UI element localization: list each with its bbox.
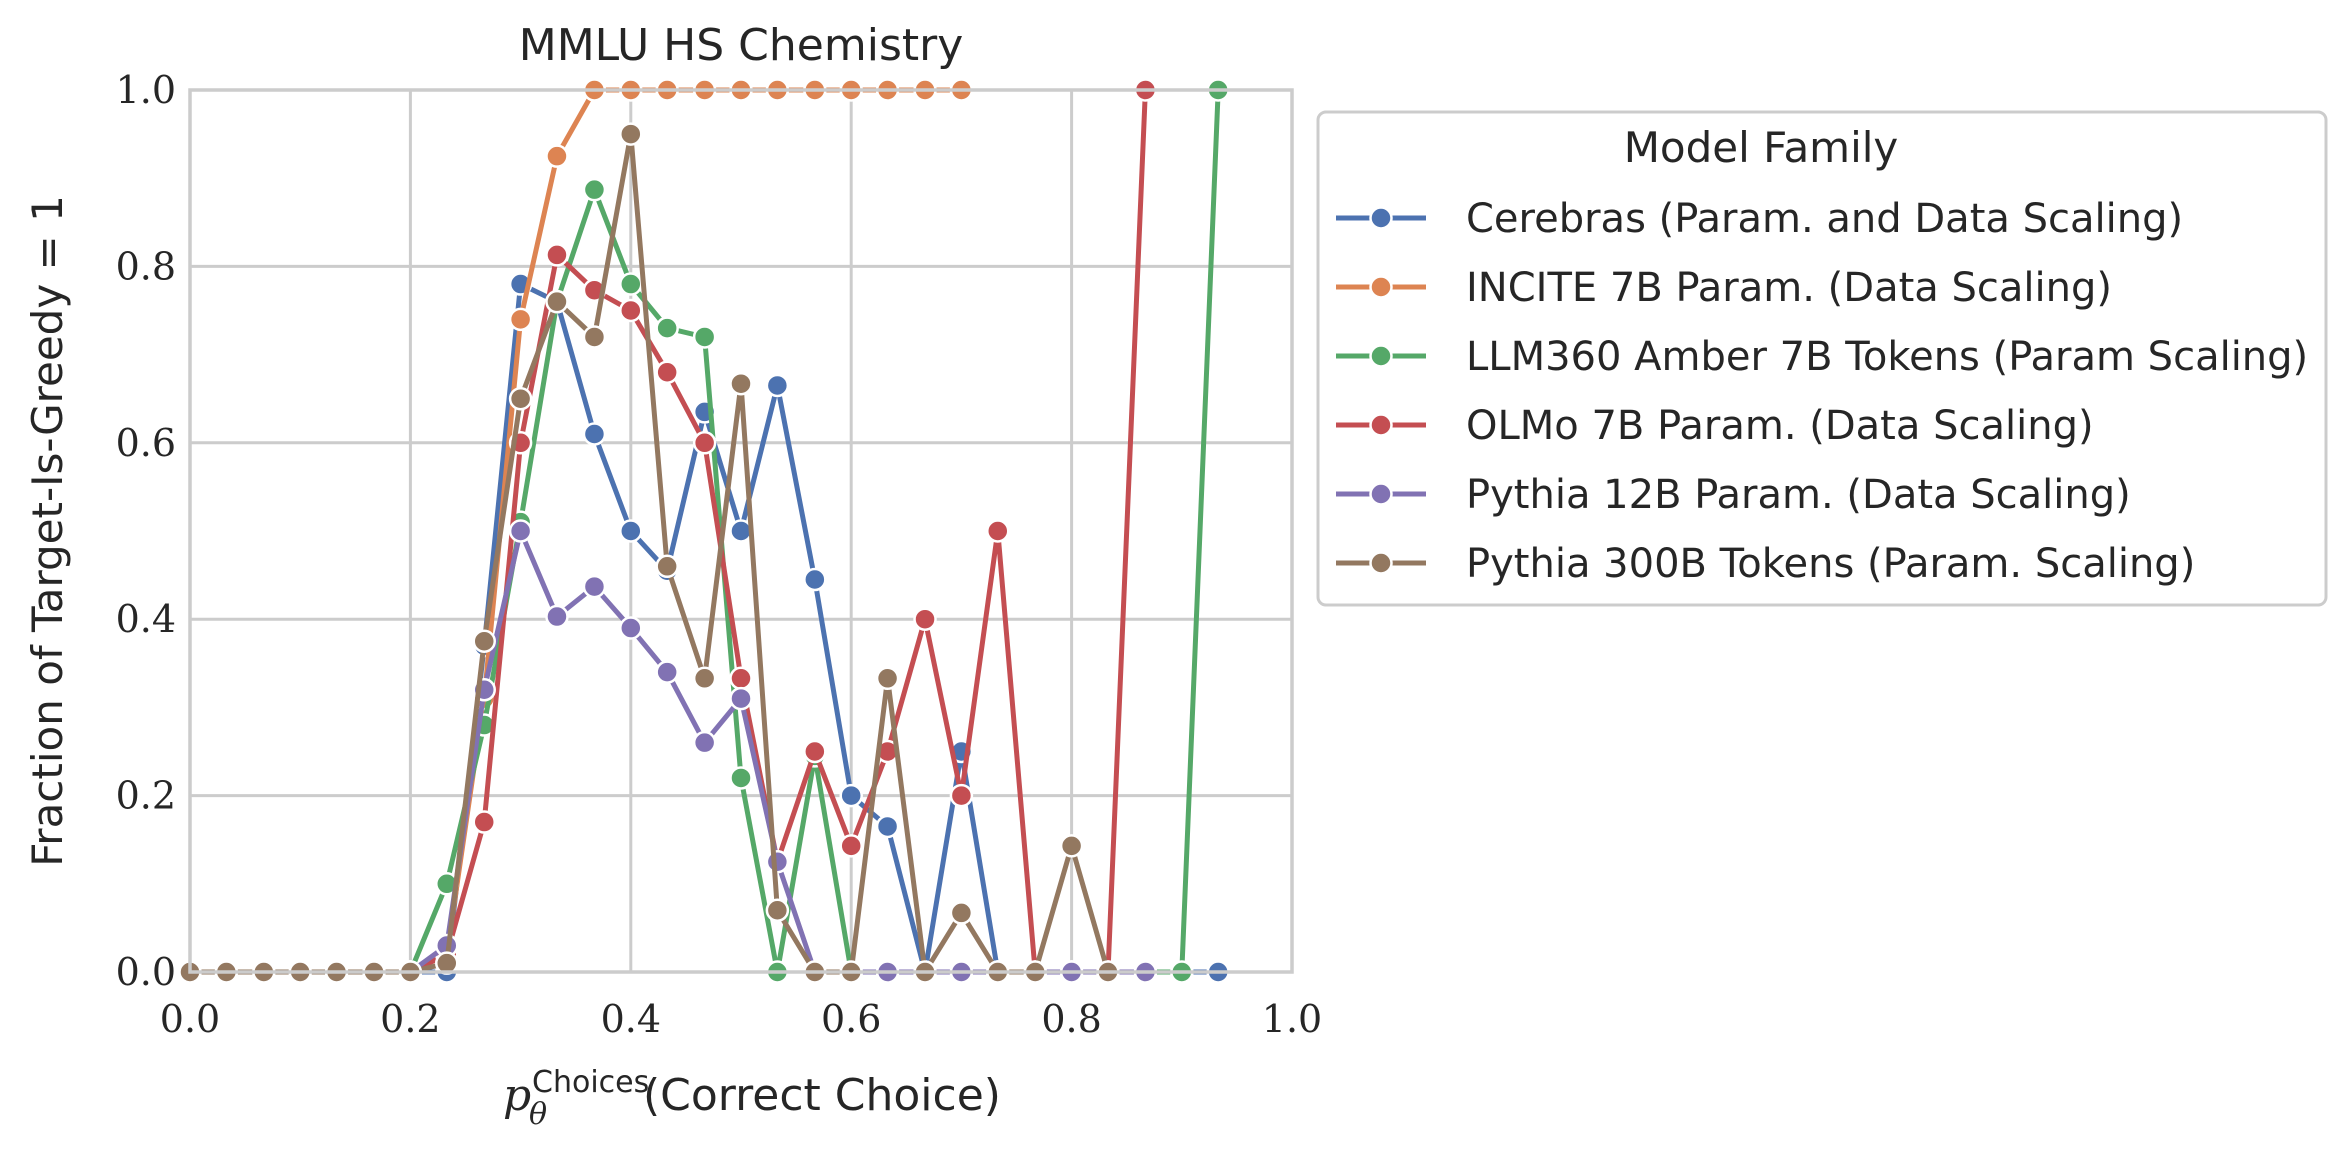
x-tick-label: 0.6 (821, 997, 881, 1041)
data-point (472, 629, 496, 653)
data-point (803, 567, 827, 592)
x-tick-label: 0.8 (1041, 997, 1101, 1041)
plot-frame (188, 88, 1294, 974)
y-tick-label: 0.0 (116, 950, 176, 994)
data-point (582, 422, 607, 446)
data-point (765, 373, 790, 398)
data-point (655, 316, 679, 340)
legend-item: Pythia 300B Tokens (Param. Scaling) (1336, 541, 2195, 587)
data-point (545, 289, 569, 314)
legend-label: OLMo 7B Param. (Data Scaling) (1466, 403, 2094, 449)
legend-swatch-marker (1369, 551, 1393, 575)
y-axis-label: Fraction of Target-Is-Greedy = 1 (23, 195, 72, 867)
data-point (692, 730, 717, 755)
legend-label: LLM360 Amber 7B Tokens (Param Scaling) (1466, 334, 2308, 380)
data-point (582, 177, 607, 202)
data-point (545, 243, 569, 267)
data-point (619, 122, 643, 146)
data-point (729, 666, 753, 691)
legend-item: Cerebras (Param. and Data Scaling) (1336, 196, 2183, 242)
data-point (508, 307, 533, 332)
x-axis-label-superscript: Choices (532, 1065, 649, 1100)
data-point (508, 386, 533, 411)
tick-labels: 0.0 0.2 0.4 0.6 0.8 1.0 0.0 0.2 0.4 0.6 0.8 1.0 (116, 68, 1323, 1041)
y-tick-label: 0.6 (116, 421, 176, 465)
legend: Model Family Cerebras (Param. and Data S… (1316, 110, 2328, 607)
data-point (619, 519, 643, 543)
legend-swatch-marker (1369, 413, 1393, 437)
data-point (692, 431, 717, 455)
legend-items: Cerebras (Param. and Data Scaling) INCITE… (1336, 196, 2308, 587)
data-point (1059, 834, 1084, 858)
legend-label: Pythia 12B Param. (Data Scaling) (1466, 472, 2131, 518)
data-point (875, 814, 900, 839)
data-point (949, 901, 974, 925)
data-point (582, 325, 607, 349)
data-point (545, 604, 569, 629)
legend-title: Model Family (1624, 123, 1899, 172)
data-point (729, 371, 753, 396)
data-point (986, 519, 1010, 543)
legend-label: Cerebras (Param. and Data Scaling) (1466, 196, 2183, 242)
legend-item: LLM360 Amber 7B Tokens (Param Scaling) (1336, 334, 2308, 380)
legend-item: OLMo 7B Param. (Data Scaling) (1336, 403, 2094, 449)
data-point (655, 360, 679, 384)
x-tick-label: 0.0 (160, 997, 220, 1041)
data-point (472, 810, 496, 834)
y-tick-label: 0.2 (116, 774, 176, 818)
x-axis-label: p θ Choices (Correct Choice) (503, 1065, 1001, 1132)
x-tick-label: 1.0 (1262, 997, 1322, 1041)
x-axis-label-text: (Correct Choice) (643, 1070, 1001, 1121)
data-point (692, 666, 717, 691)
data-point (545, 144, 569, 168)
y-tick-label: 0.8 (116, 244, 176, 288)
legend-swatch-marker (1369, 275, 1393, 299)
x-tick-label: 0.4 (601, 997, 661, 1041)
data-point (655, 554, 679, 579)
legend-label: Pythia 300B Tokens (Param. Scaling) (1466, 541, 2195, 587)
y-tick-label: 0.4 (116, 597, 176, 641)
data-point (619, 616, 643, 640)
data-point (875, 666, 900, 691)
legend-item: Pythia 12B Param. (Data Scaling) (1336, 472, 2131, 518)
data-point (913, 607, 937, 631)
x-tick-label: 0.2 (380, 997, 440, 1041)
legend-box (1316, 110, 2328, 607)
data-point (655, 660, 679, 684)
chart-title: MMLU HS Chemistry (519, 20, 964, 71)
data-point (692, 325, 717, 349)
legend-swatch-marker (1369, 344, 1393, 368)
data-point (839, 783, 863, 808)
data-point (508, 519, 533, 543)
data-point (949, 783, 974, 808)
legend-swatch-marker (1369, 482, 1393, 506)
data-point (619, 298, 643, 323)
legend-item: INCITE 7B Param. (Data Scaling) (1336, 265, 2112, 311)
data-point (803, 739, 827, 764)
data-point (765, 850, 790, 874)
data-point (839, 834, 863, 858)
x-axis-label-subscript: θ (529, 1097, 547, 1132)
data-point (729, 766, 753, 790)
data-point (582, 574, 607, 599)
data-point (619, 272, 643, 296)
data-point (729, 686, 753, 711)
y-tick-label: 1.0 (116, 68, 176, 112)
legend-swatch-marker (1369, 206, 1393, 230)
data-point (765, 898, 790, 923)
legend-label: INCITE 7B Param. (Data Scaling) (1466, 265, 2112, 311)
x-axis-label-math: p (503, 1070, 531, 1121)
